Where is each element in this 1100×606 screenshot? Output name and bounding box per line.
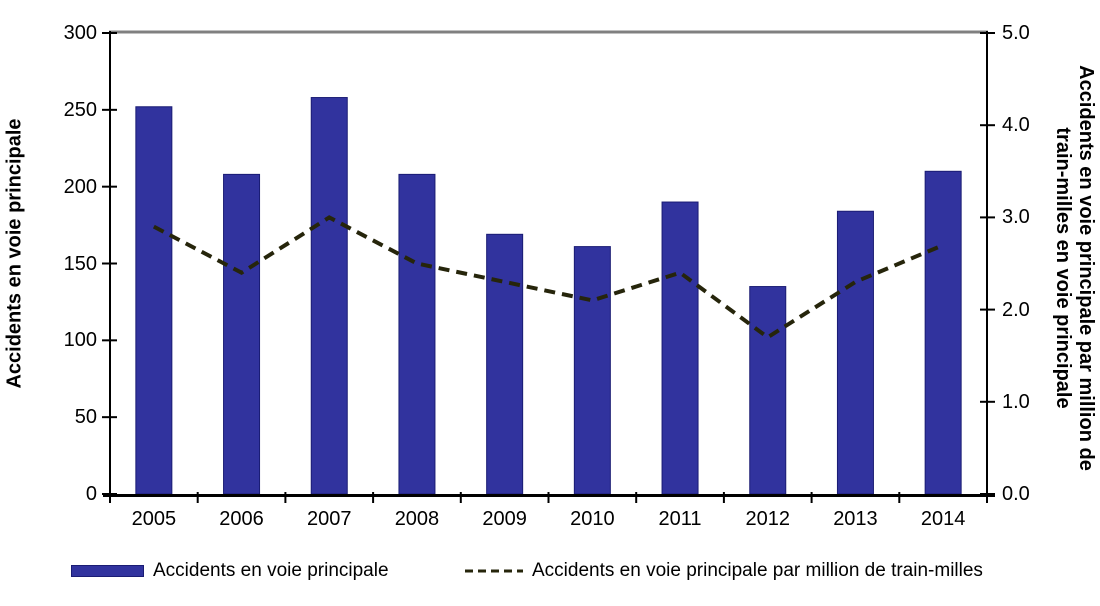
left-tick-label-150: 150 bbox=[63, 252, 97, 275]
x-label-2006: 2006 bbox=[219, 508, 264, 530]
bar-2006 bbox=[223, 173, 261, 495]
x-label-2007: 2007 bbox=[307, 508, 352, 530]
bar-2007 bbox=[310, 97, 348, 495]
right-tick-label-0.0: 0.0 bbox=[1002, 483, 1030, 505]
left-tick-label-50: 50 bbox=[74, 406, 97, 429]
x-label-2008: 2008 bbox=[394, 508, 440, 530]
bar-2014 bbox=[924, 170, 962, 495]
dashed-line-swatch bbox=[465, 569, 523, 573]
right-tick-label-4.0: 4.0 bbox=[1002, 114, 1030, 137]
left-tick-label-300: 300 bbox=[63, 22, 97, 44]
bar-2011 bbox=[661, 201, 699, 495]
bar-2012 bbox=[749, 286, 787, 495]
right-axis-title: Accidents en voie principale par million… bbox=[1051, 0, 1097, 548]
x-label-2014: 2014 bbox=[920, 508, 966, 530]
right-tick-label-3.0: 3.0 bbox=[1002, 206, 1030, 229]
bar-2009 bbox=[486, 233, 524, 495]
right-tick-label-2.0: 2.0 bbox=[1002, 298, 1030, 321]
right-axis-title-line1: Accidents en voie principale par million… bbox=[1075, 65, 1097, 471]
x-label-2012: 2012 bbox=[745, 508, 791, 530]
rate-dashed-line bbox=[152, 215, 944, 340]
left-axis-title: Accidents en voie principale bbox=[3, 118, 26, 389]
right-tick-label-5.0: 5.0 bbox=[1002, 22, 1030, 44]
x-label-2011: 2011 bbox=[658, 508, 702, 530]
left-tick-label-100: 100 bbox=[63, 329, 97, 352]
legend-item-line: Accidents en voie principale par million… bbox=[465, 558, 983, 584]
left-tick-label-250: 250 bbox=[63, 98, 97, 121]
legend-label-bars: Accidents en voie principale bbox=[153, 560, 389, 581]
bar-series-swatch bbox=[71, 565, 144, 577]
x-label-2009: 2009 bbox=[482, 508, 527, 530]
x-label-2005: 2005 bbox=[131, 508, 177, 530]
left-tick-label-0: 0 bbox=[85, 483, 97, 505]
bar-2008 bbox=[398, 173, 436, 495]
left-tick-label-200: 200 bbox=[63, 175, 97, 198]
right-axis-title-line2: train-milles en voie principale bbox=[1052, 127, 1074, 409]
legend-label-line: Accidents en voie principale par million… bbox=[532, 560, 983, 581]
legend: Accidents en voie principale Accidents e… bbox=[0, 558, 1100, 584]
bar-2005 bbox=[135, 106, 173, 495]
x-label-2013: 2013 bbox=[833, 508, 878, 530]
x-label-2010: 2010 bbox=[570, 508, 615, 530]
right-tick-label-1.0: 1.0 bbox=[1002, 390, 1030, 413]
bar-2010 bbox=[573, 246, 611, 495]
legend-item-bars: Accidents en voie principale bbox=[71, 558, 389, 584]
bar-2013 bbox=[836, 210, 874, 495]
